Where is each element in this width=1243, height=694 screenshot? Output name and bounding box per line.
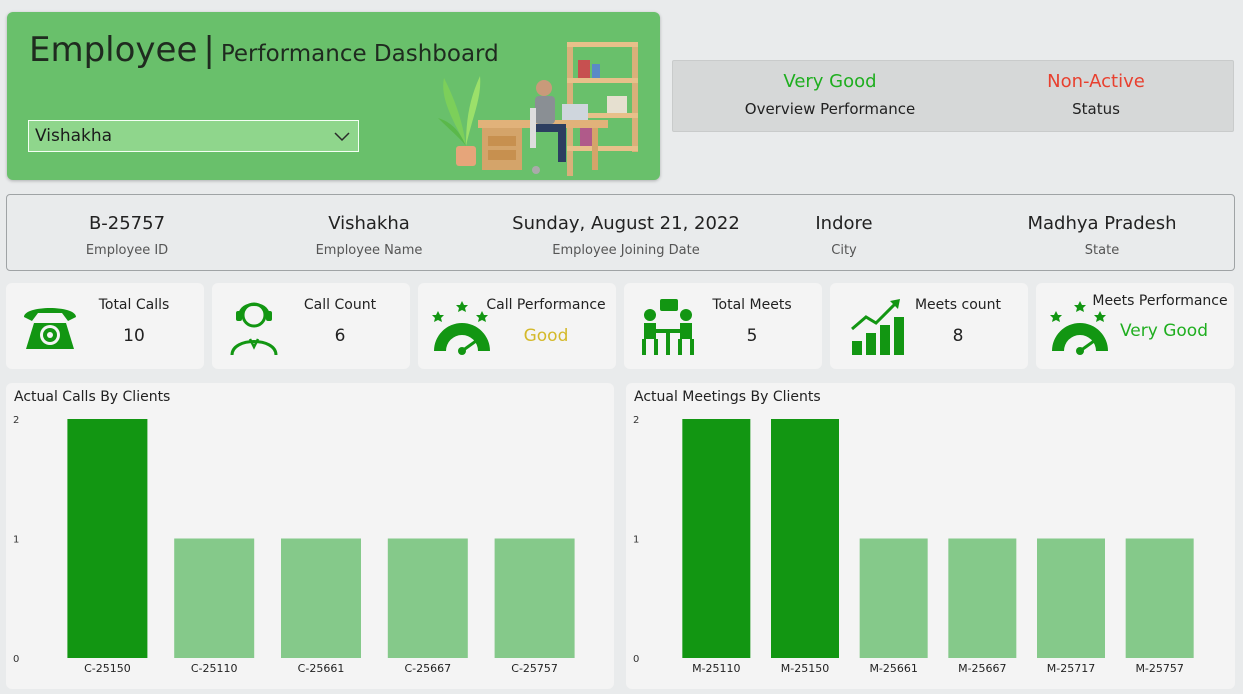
title-main: Employee: [29, 30, 198, 70]
meets-performance-value: Very Good: [1120, 321, 1208, 341]
bar[interactable]: [1125, 538, 1194, 659]
joining-date-value: Sunday, August 21, 2022: [512, 213, 740, 234]
employee-dropdown-value: Vishakha: [35, 126, 113, 146]
x-tick-label: M-25667: [958, 662, 1006, 675]
bar[interactable]: [1037, 538, 1105, 659]
kpi-meets-performance: Meets Performance Very Good: [1036, 283, 1234, 369]
kpi-call-count: Call Count 6: [212, 283, 410, 369]
city: Indore City: [714, 213, 974, 258]
x-tick-label: M-25110: [692, 662, 740, 675]
call-count-value: 6: [334, 326, 346, 346]
x-tick-label: M-25150: [781, 662, 829, 675]
call-performance-label: Call Performance: [486, 297, 606, 313]
bar[interactable]: [67, 419, 148, 658]
x-tick-label: C-25110: [191, 662, 238, 675]
status-label: Status: [1072, 100, 1120, 118]
overview-summary: Very Good Overview Performance Non-Activ…: [672, 60, 1234, 132]
joining-date: Sunday, August 21, 2022 Employee Joining…: [496, 213, 756, 258]
growth-chart-icon: [851, 299, 904, 355]
meets-count-value: 8: [952, 326, 964, 346]
status-value: Non-Active: [1047, 71, 1145, 92]
chart-title: Actual Calls By Clients: [14, 389, 171, 405]
total-meets-label: Total Meets: [712, 297, 792, 313]
employee-id: B-25757 Employee ID: [0, 213, 257, 258]
employee-id-label: Employee ID: [85, 243, 169, 258]
city-label: City: [831, 243, 857, 258]
calls-by-clients-chart: Actual Calls By Clients 0 1 2 C-25150 C-2511…: [6, 383, 614, 689]
state-label: State: [1084, 243, 1120, 258]
x-tick-label: C-25667: [404, 662, 451, 675]
call-performance-value: Good: [523, 326, 569, 346]
employee-dropdown[interactable]: Vishakha: [28, 120, 359, 152]
joining-date-label: Employee Joining Date: [552, 243, 700, 258]
y-tick-label: 2: [633, 415, 639, 426]
bar[interactable]: [387, 538, 468, 659]
y-tick-label: 1: [13, 535, 19, 546]
dashboard-title: Employee | Performance Dashboard: [29, 30, 499, 70]
meetings-bar-chart: 0 1 2 M-25110 M-25150 M-25661 M-25667 M-25717 M-…: [633, 415, 1194, 675]
meeting-icon: [642, 299, 694, 355]
bar[interactable]: [494, 538, 575, 659]
overview-performance: Very Good Overview Performance: [700, 71, 960, 118]
bar[interactable]: [948, 538, 1017, 659]
chevron-down-icon[interactable]: [332, 126, 352, 146]
headset-agent-icon: [230, 302, 278, 356]
bar[interactable]: [682, 419, 751, 658]
city-value: Indore: [815, 213, 873, 234]
calls-bar-chart: 0 1 2 C-25150 C-25110 C-25661 C-25667 C-25757: [13, 415, 575, 675]
meets-count-label: Meets count: [914, 297, 1002, 313]
employee-info-strip: B-25757 Employee ID Vishakha Employee Na…: [6, 194, 1235, 271]
bar[interactable]: [859, 538, 928, 659]
employee-name-label: Employee Name: [315, 243, 423, 258]
state-value: Madhya Pradesh: [1027, 213, 1177, 234]
y-tick-label: 0: [13, 654, 19, 665]
x-tick-label: M-25757: [1135, 662, 1183, 675]
total-meets-value: 5: [746, 326, 758, 346]
employee-name-value: Vishakha: [328, 213, 410, 234]
x-tick-label: C-25150: [84, 662, 131, 675]
overview-performance-label: Overview Performance: [744, 100, 916, 118]
kpi-total-meets: Total Meets 5: [624, 283, 822, 369]
kpi-meets-count: Meets count 8: [830, 283, 1028, 369]
overview-performance-value: Very Good: [783, 71, 877, 92]
state: Madhya Pradesh State: [972, 213, 1232, 258]
y-tick-label: 1: [633, 535, 639, 546]
y-tick-label: 2: [13, 415, 19, 426]
kpi-total-calls: Total Calls 10: [6, 283, 204, 369]
meets-performance-label: Meets Performance: [1092, 293, 1228, 309]
total-calls-label: Total Calls: [98, 297, 170, 313]
total-calls-value: 10: [123, 326, 145, 346]
office-illustration: [438, 42, 638, 176]
header-banner: Employee | Performance Dashboard Vishakha: [7, 12, 660, 180]
x-tick-label: M-25717: [1047, 662, 1095, 675]
chart-title: Actual Meetings By Clients: [634, 389, 821, 405]
title-sub: Performance Dashboard: [220, 41, 499, 67]
rating-gauge-icon: [432, 301, 490, 355]
rating-gauge-icon: [1050, 301, 1108, 355]
bar[interactable]: [281, 538, 361, 659]
employee-name: Vishakha Employee Name: [239, 213, 499, 258]
x-tick-label: M-25661: [869, 662, 917, 675]
call-count-label: Call Count: [303, 297, 377, 313]
employee-id-value: B-25757: [88, 213, 166, 234]
telephone-icon: [24, 308, 76, 349]
x-tick-label: C-25661: [298, 662, 345, 675]
x-tick-label: C-25757: [511, 662, 558, 675]
bar[interactable]: [174, 538, 255, 659]
title-separator: |: [203, 30, 215, 70]
meetings-by-clients-chart: Actual Meetings By Clients 0 1 2 M-25110 M-2…: [626, 383, 1235, 689]
status: Non-Active Status: [966, 71, 1226, 118]
y-tick-label: 0: [633, 654, 639, 665]
bar[interactable]: [771, 419, 839, 658]
kpi-call-performance: Call Performance Good: [418, 283, 616, 369]
